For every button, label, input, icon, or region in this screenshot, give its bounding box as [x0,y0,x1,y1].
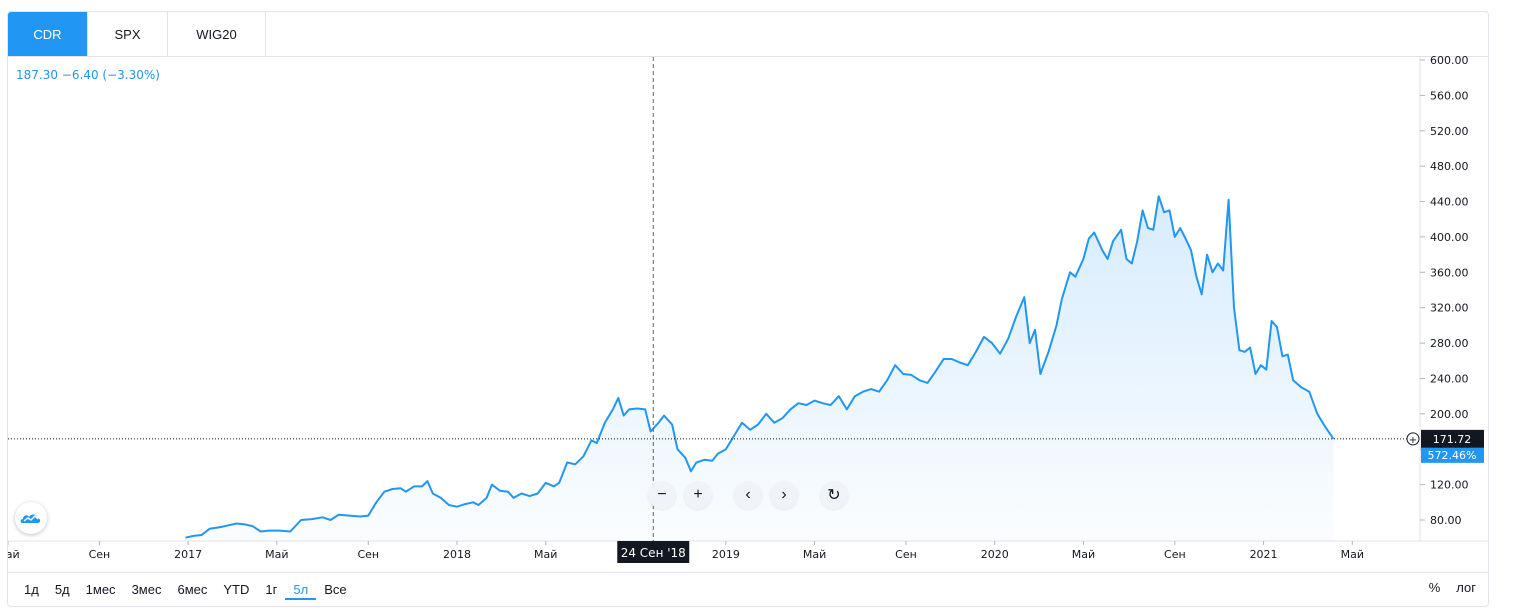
scale-toggles: % лог [1429,580,1476,595]
range-button[interactable]: 1г [265,582,278,597]
price-area [185,196,1334,541]
y-tick-label: 200.00 [1430,408,1469,421]
x-tick-label: 2020 [981,548,1009,561]
tab-wig20[interactable]: WIG20 [168,12,266,56]
tab-cdr[interactable]: CDR [8,12,88,56]
reset-icon: ↻ [827,487,841,504]
crosshair-date-bg [617,541,690,563]
y-tick-label: 240.00 [1430,372,1469,385]
x-tick-label: Сен [1164,548,1186,561]
quote-legend: 187.30 −6.40 (−3.30%) [16,68,160,82]
range-button[interactable]: Все [324,582,347,597]
chevron-left-icon: ‹ [745,486,751,503]
y-tick-label: 440.00 [1430,196,1469,209]
y-tick-label: 520.00 [1430,125,1469,138]
y-tick-label: 400.00 [1430,231,1469,244]
range-button[interactable]: 5д [54,582,70,597]
x-tick-label: 2017 [174,548,202,561]
range-buttons: 1д 5д 1мес 3мес 6мес YTD 1г 5л Все [16,580,355,600]
scroll-left-button[interactable]: ‹ [734,481,762,509]
y-tick-label: 320.00 [1430,302,1469,315]
price-line [185,195,1335,539]
range-button[interactable]: 1мес [85,582,116,597]
tab-spx[interactable]: SPX [88,12,168,56]
zoom-in-button[interactable]: + [684,481,712,509]
last-price-tag: 171.72 [1433,433,1472,446]
range-button[interactable]: 6мес [177,582,208,597]
minus-icon: − [657,486,667,503]
x-tick-label: Сен [357,548,379,561]
percent-scale-toggle[interactable]: % [1428,580,1441,595]
y-tick-label: 360.00 [1430,266,1469,279]
y-tick-label: 600.00 [1430,54,1469,67]
add-alert-icon[interactable] [1406,432,1420,446]
range-button[interactable]: YTD [223,582,250,597]
chart-widget: CDR SPX WIG20 80.00120.00160.00200.00240… [7,11,1489,607]
x-tick-label: Май [803,548,826,561]
last-price-tag-bg [1421,429,1484,448]
x-tick-label: 2021 [1250,548,1278,561]
x-tick-label: Май [534,548,557,561]
y-tick-label: 280.00 [1430,337,1469,350]
y-tick-label: 120.00 [1430,479,1469,492]
plus-icon: + [693,486,703,503]
x-tick-label: Май [1341,548,1364,561]
crosshair-date-label: 24 Сен '18 [621,546,686,560]
zoom-out-button[interactable]: − [648,481,676,509]
chevron-right-icon: › [781,486,787,503]
percent-change-tag: 572.46% [1428,449,1477,462]
range-button[interactable]: 5л [285,580,317,600]
x-tick-label: Май [1072,548,1095,561]
range-button[interactable]: 1д [24,582,39,597]
scroll-right-button[interactable]: › [770,481,798,509]
bottom-separator [8,572,1488,573]
y-tick-label: 560.00 [1430,89,1469,102]
x-tick-label: Май [265,548,288,561]
plus-icon: + [1409,435,1417,446]
symbol-tabs: CDR SPX WIG20 [8,12,1488,57]
price-chart[interactable]: 80.00120.00160.00200.00240.00280.00320.0… [8,12,1489,607]
x-tick-label: 2019 [712,548,740,561]
percent-tag-bg [1421,447,1484,463]
tradingview-logo[interactable] [15,502,47,534]
reset-button[interactable]: ↻ [820,481,848,509]
range-button[interactable]: 3мес [131,582,162,597]
y-tick-label: 80.00 [1430,514,1462,527]
x-tick-label: Сен [89,548,111,561]
x-tick-label: Май [8,548,20,561]
x-tick-label: 2018 [443,548,471,561]
cloud-chart-icon [20,514,41,523]
y-tick-label: 480.00 [1430,160,1469,173]
log-scale-toggle[interactable]: лог [1456,580,1476,595]
x-tick-label: Сен [895,548,917,561]
